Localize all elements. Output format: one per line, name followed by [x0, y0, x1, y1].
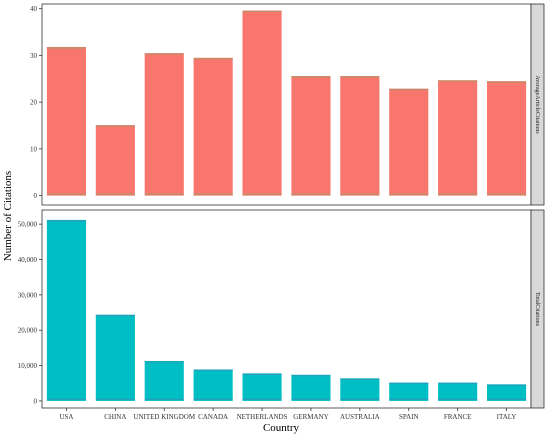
x-tick-label: UNITED KINGDOM [133, 413, 195, 421]
y-tick-label: 40 [30, 5, 38, 13]
y-tick-label: 40,000 [18, 256, 38, 264]
bar [193, 369, 233, 401]
x-tick-label: USA [59, 413, 73, 421]
bar [193, 57, 233, 196]
bar [389, 382, 429, 401]
bar [389, 88, 429, 196]
x-tick-label: SPAIN [399, 413, 419, 421]
bar [486, 81, 527, 196]
y-axis-title: Number of Citations [2, 171, 14, 261]
x-tick-label: FRANCE [444, 413, 472, 421]
x-tick-label: AUSTRALIA [340, 413, 380, 421]
y-tick-label: 20,000 [18, 327, 38, 335]
y-tick-label: 20 [30, 99, 38, 107]
x-axis-title: Country [263, 422, 300, 434]
facet-strip-label: AverageArticleCitations [534, 75, 540, 134]
bar [291, 75, 331, 196]
bar [144, 360, 184, 401]
y-tick-label: 10 [30, 145, 38, 153]
bar [95, 125, 135, 196]
x-tick-label: CANADA [198, 413, 228, 421]
bar [340, 378, 380, 401]
y-tick-label: 10,000 [18, 362, 38, 370]
facet-strip [530, 209, 545, 409]
facet-strip-label: TotalCitations [534, 292, 540, 327]
bar [46, 219, 87, 401]
y-tick-label: 30,000 [18, 291, 38, 299]
bar [486, 384, 527, 401]
bar [438, 382, 478, 401]
x-tick-label: ITALY [497, 413, 517, 421]
bar [144, 53, 184, 196]
facet-strip [530, 3, 545, 206]
x-tick-label: GERMANY [293, 413, 328, 421]
bar [242, 373, 282, 401]
bar [340, 75, 380, 196]
bar [46, 47, 87, 196]
bar [438, 80, 478, 196]
bar [242, 10, 282, 196]
y-tick-label: 50,000 [18, 221, 38, 229]
y-tick-label: 0 [34, 397, 38, 405]
y-tick-label: 0 [34, 192, 38, 200]
y-tick-label: 30 [30, 52, 38, 60]
x-tick-label: CHINA [104, 413, 126, 421]
x-tick-label: NETHERLANDS [237, 413, 288, 421]
bar [291, 374, 331, 401]
bar [95, 314, 135, 401]
